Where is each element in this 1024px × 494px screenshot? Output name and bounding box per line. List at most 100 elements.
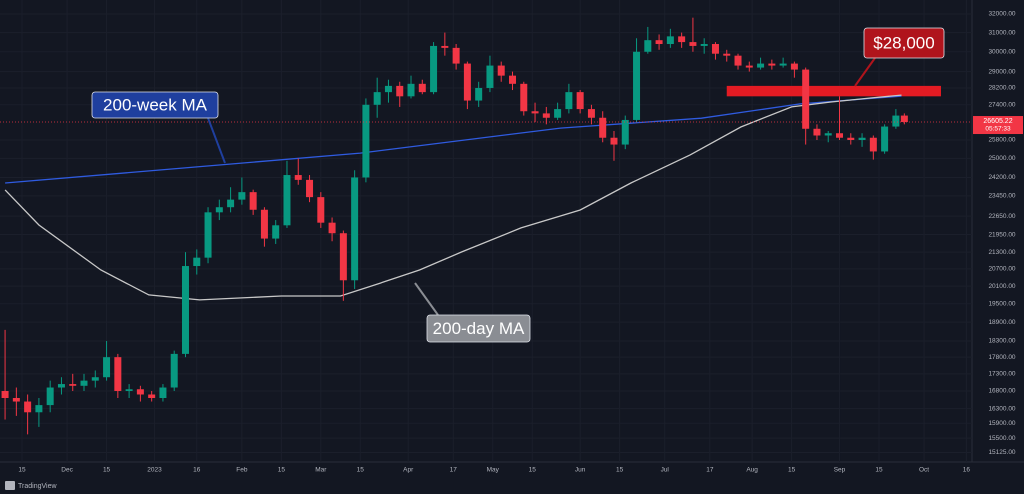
countdown: 05:57:33 — [985, 126, 1011, 133]
x-tick-label: 15 — [616, 467, 624, 474]
candle-body — [599, 117, 607, 138]
last-price-label: 26605.22 — [983, 118, 1012, 125]
annotation-pointer — [854, 57, 876, 87]
candle-body — [125, 389, 133, 391]
candle-body — [12, 398, 20, 402]
x-tick-label: Aug — [746, 467, 758, 474]
y-tick-label: 16800.00 — [988, 388, 1015, 395]
annotation-box — [863, 27, 945, 59]
y-tick-label: 25800.00 — [988, 137, 1015, 144]
x-tick-label: 15 — [103, 467, 111, 474]
candle-body — [790, 63, 798, 70]
candle-body — [745, 65, 753, 68]
annotation-pointer — [414, 282, 439, 316]
candle-body — [813, 128, 821, 136]
candle-body — [520, 83, 528, 112]
annotation-label: $28,000 — [873, 33, 934, 52]
candle-body — [892, 115, 900, 127]
y-tick-label: 27400.00 — [988, 102, 1015, 109]
candle-body — [136, 389, 144, 395]
candle-body — [328, 222, 336, 234]
x-tick-label: 15 — [357, 467, 365, 474]
candle-body — [554, 109, 562, 118]
candle-body — [441, 45, 449, 48]
candle-body — [204, 212, 212, 258]
candle-body — [91, 377, 99, 381]
candle-body — [193, 257, 201, 267]
candle-body — [283, 175, 291, 226]
candle-body — [565, 92, 573, 110]
candle-body — [655, 40, 663, 45]
annotation-pointer — [207, 117, 226, 164]
candle-body — [114, 357, 122, 391]
candle-body — [339, 233, 347, 281]
y-tick-label: 19500.00 — [988, 301, 1015, 308]
candle-body — [768, 63, 776, 66]
y-tick-label: 30000.00 — [988, 48, 1015, 55]
candle-body — [159, 387, 167, 399]
candle-body — [508, 75, 516, 84]
x-tick-label: 15 — [278, 467, 286, 474]
candle-body — [46, 387, 54, 406]
candle-body — [881, 126, 889, 152]
x-tick-label: Dec — [61, 467, 73, 474]
y-tick-label: 17800.00 — [988, 354, 1015, 361]
candle-body — [80, 380, 88, 386]
resistance-zone — [726, 85, 941, 97]
x-tick-label: 15 — [529, 467, 537, 474]
x-tick-label: Jul — [661, 467, 670, 474]
candle-body — [260, 209, 268, 239]
x-tick-label: 16 — [963, 467, 971, 474]
x-tick-label: 2023 — [147, 467, 162, 474]
candle-body — [700, 44, 708, 46]
y-tick-label: 28200.00 — [988, 85, 1015, 92]
y-tick-label: 18300.00 — [988, 338, 1015, 345]
moving-average-line — [4, 94, 902, 301]
candle-body — [711, 44, 719, 54]
candle-body — [294, 175, 302, 180]
candle-body — [497, 65, 505, 76]
candle-body — [249, 192, 257, 210]
y-tick-label: 24200.00 — [988, 174, 1015, 181]
candle-body — [689, 42, 697, 46]
y-tick-label: 17300.00 — [988, 371, 1015, 378]
x-tick-label: Sep — [834, 467, 846, 474]
candle-body — [621, 119, 629, 145]
candle-body — [869, 137, 877, 152]
y-tick-label: 15125.00 — [988, 449, 1015, 456]
y-tick-label: 20100.00 — [988, 283, 1015, 290]
x-tick-label: 15 — [788, 467, 796, 474]
x-tick-label: Oct — [919, 467, 929, 474]
candle-body — [362, 104, 370, 178]
candle-body — [644, 40, 652, 52]
candle-body — [418, 83, 426, 93]
candle-body — [486, 65, 494, 88]
candle-body — [678, 36, 686, 43]
y-tick-label: 32000.00 — [988, 11, 1015, 18]
candle-body — [463, 63, 471, 101]
candle-body — [802, 69, 810, 129]
candle-body — [847, 137, 855, 141]
candle-body — [57, 384, 65, 388]
candle-body — [272, 225, 280, 239]
candle-body — [633, 51, 641, 120]
candle-body — [103, 357, 111, 378]
x-tick-label: Mar — [315, 467, 327, 474]
y-tick-label: 20700.00 — [988, 266, 1015, 273]
candle-body — [373, 92, 381, 105]
x-tick-label: Apr — [403, 467, 414, 474]
candle-body — [215, 207, 223, 213]
candle-body — [396, 85, 404, 97]
x-tick-label: Feb — [236, 467, 248, 474]
candle-body — [35, 405, 43, 413]
candle-body — [69, 384, 77, 386]
y-tick-label: 15500.00 — [988, 435, 1015, 442]
candle-body — [407, 83, 415, 97]
candle-body — [1, 390, 9, 399]
candle-body — [181, 266, 189, 354]
candle-body — [610, 137, 618, 145]
candle-body — [452, 47, 460, 64]
y-tick-label: 15900.00 — [988, 420, 1015, 427]
x-tick-label: Jun — [575, 467, 586, 474]
candle-body — [836, 133, 844, 138]
